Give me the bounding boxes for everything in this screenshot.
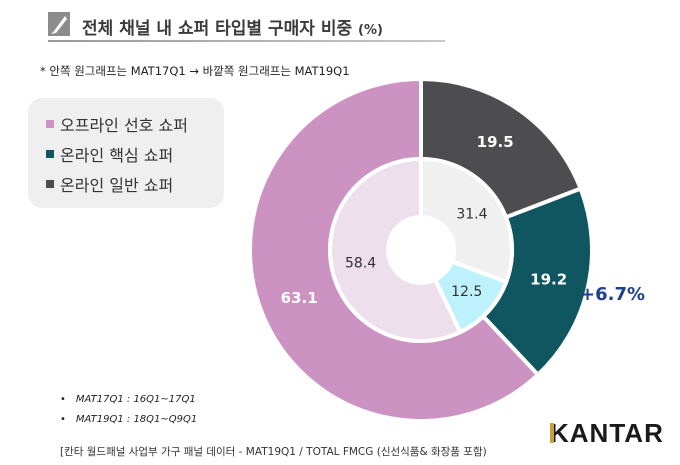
inner-slice-online-general — [419, 156, 514, 285]
logo-first-letter: K — [550, 418, 570, 448]
ring-labels: 19.5 19.2 63.1 31.4 12.5 58.4 — [281, 133, 568, 307]
legend-item-online-core: 온라인 핵심 쇼퍼 — [46, 142, 173, 166]
legend: 오프라인 선호 쇼퍼 온라인 핵심 쇼퍼 온라인 일반 쇼퍼 — [28, 98, 224, 208]
inner-slice-offline — [328, 156, 463, 343]
legend-label-offline: 오프라인 선호 쇼퍼 — [60, 116, 188, 135]
footnote-text: MAT19Q1 : 18Q1~Q9Q1 — [75, 413, 198, 425]
footnote-bullet: • — [60, 413, 66, 425]
inner-label-online-general: 31.4 — [456, 207, 487, 223]
legend-swatch-online-core — [46, 150, 54, 158]
inner-label-online-core: 12.5 — [451, 284, 482, 300]
legend-label-online-general: 온라인 일반 쇼퍼 — [60, 176, 174, 195]
chart-title: 전체 채널 내 쇼퍼 타입별 구매자 비중 (%) — [82, 14, 383, 39]
legend-item-offline: 오프라인 선호 쇼퍼 — [46, 112, 188, 136]
title-icon — [48, 12, 70, 36]
legend-swatch-online-general — [46, 180, 54, 188]
logo-accent-bar — [550, 423, 554, 443]
outer-label-online-general: 19.5 — [477, 133, 514, 151]
footnote-item: • MAT17Q1 : 16Q1~17Q1 — [60, 389, 197, 409]
title-underline — [48, 40, 445, 42]
outer-label-offline: 63.1 — [281, 289, 318, 307]
footnote-item: • MAT19Q1 : 18Q1~Q9Q1 — [60, 409, 197, 429]
inner-label-offline: 58.4 — [345, 256, 376, 272]
logo-rest: ANTAR — [569, 418, 664, 448]
source-note: [칸타 월드패널 사업부 가구 패널 데이터 - MAT19Q1 / TOTAL… — [60, 446, 487, 458]
outer-ring — [248, 76, 594, 423]
chart-title-text: 전체 채널 내 쇼퍼 타입별 구매자 비중 — [82, 19, 353, 39]
footnote-text: MAT17Q1 : 16Q1~17Q1 — [75, 393, 196, 405]
footnote-bullet: • — [60, 393, 66, 405]
inner-ring — [328, 156, 514, 343]
ring-note: * 안쪽 원그래프는 MAT17Q1 → 바깥쪽 원그래프는 MAT19Q1 — [40, 64, 350, 78]
legend-item-online-general: 온라인 일반 쇼퍼 — [46, 172, 173, 196]
chart-title-unit: (%) — [358, 23, 383, 38]
footnote-list: • MAT17Q1 : 16Q1~17Q1 • MAT19Q1 : 18Q1~Q… — [60, 389, 197, 429]
legend-swatch-offline — [46, 120, 54, 128]
legend-label-online-core: 온라인 핵심 쇼퍼 — [60, 146, 174, 165]
outer-label-online-core: 19.2 — [530, 270, 567, 288]
kantar-logo: KANTAR — [550, 418, 664, 449]
online-core-change-label: +6.7% — [580, 284, 646, 305]
